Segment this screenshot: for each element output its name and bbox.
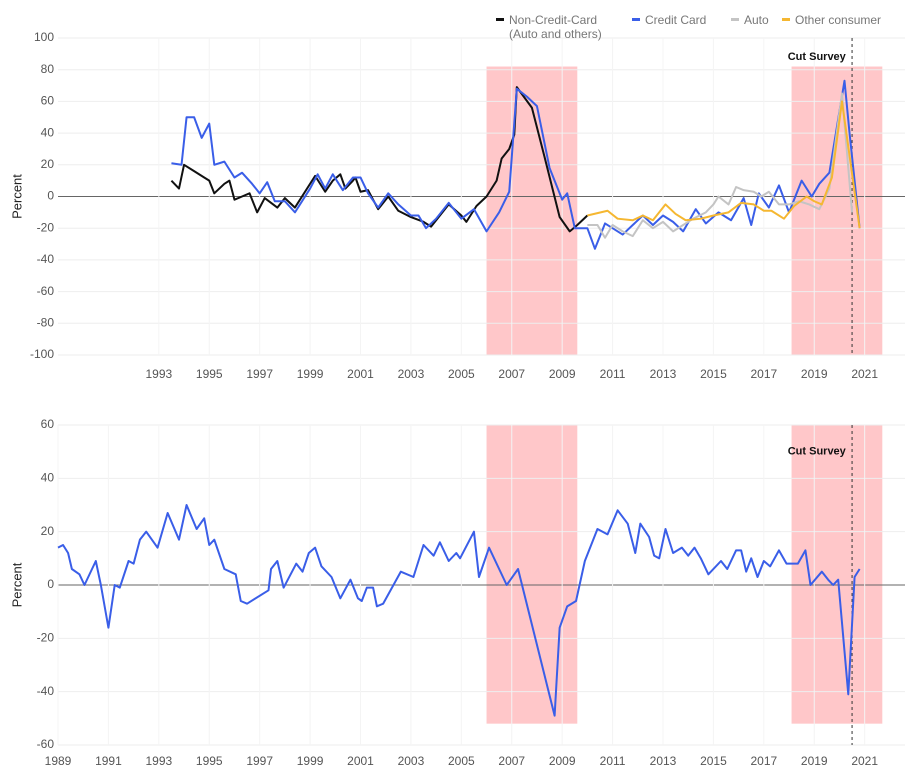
x-tick-label: 2007: [498, 367, 525, 381]
x-tick-label: 1995: [196, 754, 223, 768]
y-tick-label: -60: [37, 284, 55, 298]
x-tick-label: 1989: [45, 754, 72, 768]
x-tick-label: 2003: [398, 367, 425, 381]
x-tick-label: 1991: [95, 754, 122, 768]
x-tick-label: 1999: [297, 367, 324, 381]
legend-swatch: [496, 18, 504, 21]
shaded-region: [791, 425, 883, 724]
y-tick-label: 60: [41, 94, 55, 108]
x-tick-label: 2005: [448, 754, 475, 768]
x-tick-label: 2015: [700, 367, 727, 381]
x-tick-label: 2019: [801, 754, 828, 768]
x-tick-label: 2001: [347, 367, 374, 381]
y-tick-label: 0: [47, 577, 54, 591]
x-tick-label: 2019: [801, 367, 828, 381]
annotation: Cut Survey: [788, 51, 847, 63]
y-tick-label: 40: [41, 471, 55, 485]
y-tick-label: 80: [41, 62, 55, 76]
x-tick-label: 2013: [650, 367, 677, 381]
x-tick-label: 2015: [700, 754, 727, 768]
x-tick-label: 2013: [650, 754, 677, 768]
y-tick-label: 60: [41, 417, 55, 431]
legend-label: Non-Credit-Card (Auto and others): [509, 13, 602, 41]
y-tick-label: 20: [41, 157, 55, 171]
series-line: [57, 504, 861, 717]
x-tick-label: 1999: [297, 754, 324, 768]
y-tick-label: -20: [37, 631, 55, 645]
x-tick-label: 1993: [145, 754, 172, 768]
legend-swatch: [632, 18, 640, 21]
x-tick-label: 2005: [448, 367, 475, 381]
annotation: Cut Survey: [788, 446, 847, 458]
y-tick-label: 100: [34, 30, 54, 44]
legend-swatch: [731, 18, 739, 21]
legend-label: Credit Card: [645, 13, 707, 27]
x-tick-label: 2017: [750, 367, 777, 381]
y-tick-label: -80: [37, 315, 55, 329]
x-tick-label: 1997: [246, 367, 273, 381]
x-tick-label: 2009: [549, 754, 576, 768]
x-tick-label: 1993: [145, 367, 172, 381]
x-tick-label: 2011: [600, 754, 626, 768]
y-axis-label: Percent: [9, 174, 24, 219]
y-tick-label: 40: [41, 125, 55, 139]
shaded-region: [486, 425, 578, 724]
x-tick-label: 1995: [196, 367, 223, 381]
legend-label: Other consumer: [795, 13, 882, 27]
x-tick-label: 2011: [600, 367, 626, 381]
x-tick-label: 2021: [851, 367, 878, 381]
y-tick-label: 0: [47, 189, 54, 203]
x-tick-label: 2017: [750, 754, 777, 768]
y-tick-label: -60: [37, 737, 55, 751]
x-tick-label: 2007: [498, 754, 525, 768]
y-tick-label: -20: [37, 220, 55, 234]
y-axis-label: Percent: [9, 562, 24, 607]
y-tick-label: -40: [37, 252, 55, 266]
x-tick-label: 1997: [246, 754, 273, 768]
shaded-region: [791, 66, 883, 355]
legend-swatch: [782, 18, 790, 21]
x-tick-label: 2001: [347, 754, 374, 768]
x-tick-label: 2003: [398, 754, 425, 768]
y-tick-label: -100: [30, 347, 54, 361]
y-tick-label: 20: [41, 524, 55, 538]
series-line: [170, 86, 589, 233]
y-tick-label: -40: [37, 684, 55, 698]
x-tick-label: 2021: [851, 754, 878, 768]
series-line: [587, 92, 854, 239]
legend-label: Auto: [744, 13, 769, 27]
x-tick-label: 2009: [549, 367, 576, 381]
series-line: [587, 100, 861, 229]
